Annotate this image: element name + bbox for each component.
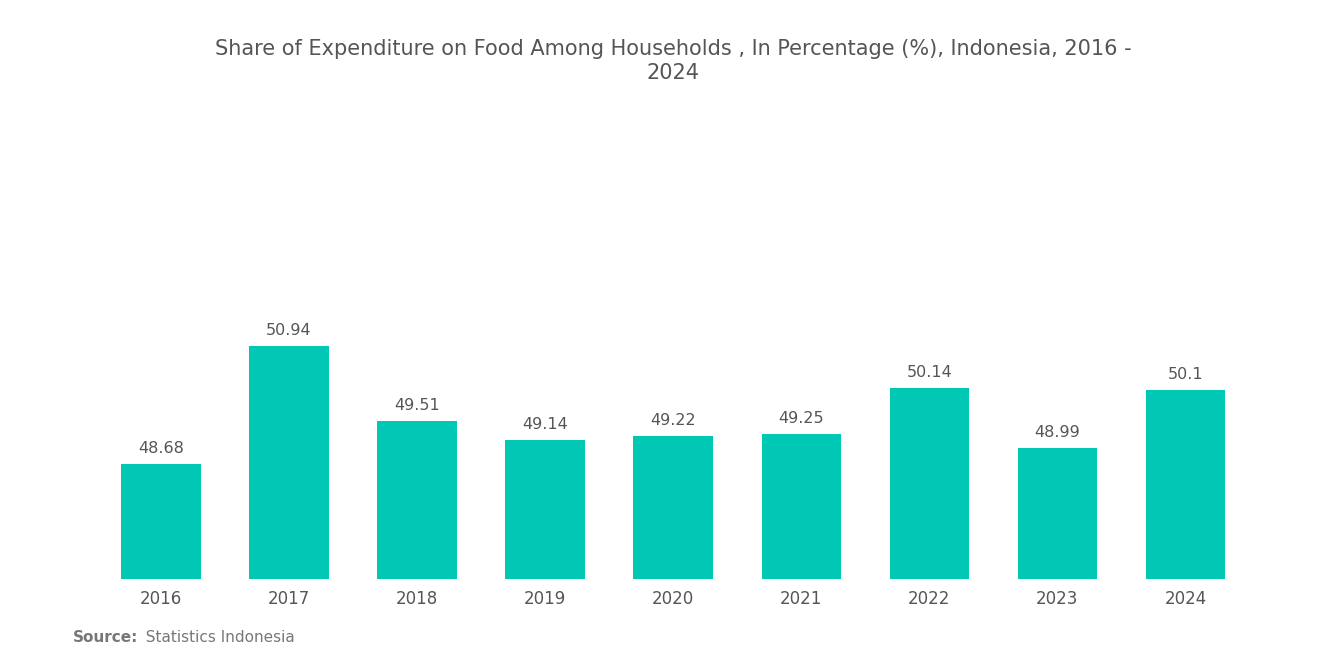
Text: 49.51: 49.51 — [395, 398, 440, 413]
Bar — [762, 434, 841, 665]
Bar — [249, 346, 329, 665]
Text: 49.14: 49.14 — [523, 417, 568, 432]
Text: 50.1: 50.1 — [1168, 367, 1204, 382]
Bar — [506, 440, 585, 665]
Bar — [1146, 390, 1225, 665]
Bar — [634, 436, 713, 665]
Bar — [890, 388, 969, 665]
Bar — [1018, 448, 1097, 665]
Text: Statistics Indonesia: Statistics Indonesia — [136, 630, 294, 645]
Text: 50.14: 50.14 — [907, 364, 952, 380]
Title: Share of Expenditure on Food Among Households , In Percentage (%), Indonesia, 20: Share of Expenditure on Food Among House… — [215, 39, 1131, 82]
Text: 48.68: 48.68 — [139, 442, 183, 456]
Text: Source:: Source: — [73, 630, 139, 645]
Bar — [378, 421, 457, 665]
Text: 50.94: 50.94 — [267, 323, 312, 338]
Text: 49.22: 49.22 — [651, 413, 696, 428]
Text: 48.99: 48.99 — [1035, 425, 1080, 440]
Text: 49.25: 49.25 — [779, 412, 824, 426]
Bar — [121, 464, 201, 665]
